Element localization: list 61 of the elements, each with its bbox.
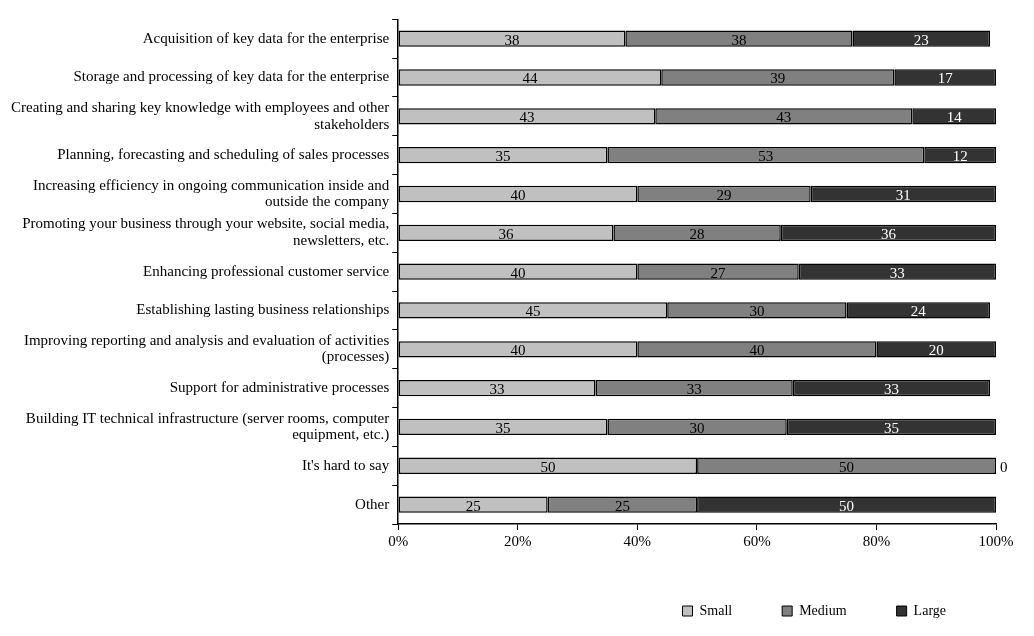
data-label: 36 [498,225,515,242]
data-label: 40 [749,342,765,359]
legend-label: Medium [799,602,847,618]
data-label: 0 [1000,458,1008,475]
data-label: 33 [883,381,899,398]
data-label: 20 [928,342,944,359]
data-label: 35 [495,419,511,436]
data-label: 25 [614,497,630,514]
data-label: 17 [937,70,954,87]
x-tick-label: 80% [862,532,891,549]
data-label: 28 [689,225,705,242]
x-tick-label: 20% [504,532,532,549]
legend-label: Small [699,602,733,618]
data-label: 33 [686,381,702,398]
data-label: 31 [895,186,911,203]
data-label: 40 [510,186,526,203]
y-tick-label: Promoting your business through your website, social media, newsletters, etc. [22,215,390,248]
y-tick-label: Increasing efficiency in ongoing communication inside and outside the company [32,176,390,210]
y-tick-label: Planning, forecasting and scheduling of sales processes [57,146,390,163]
y-tick-label: Creating and sharing key knowledge with employees and other stakeholders [11,99,390,132]
data-label: 50 [839,458,855,475]
data-label: 24 [910,303,927,320]
data-label: 38 [504,31,520,48]
data-label: 23 [913,31,929,48]
y-tick-label: Acquisition of key data for the enterprise [142,29,390,46]
data-label: 44 [522,70,538,87]
data-label: 45 [525,303,541,320]
data-label: 29 [716,186,732,203]
data-label: 30 [689,419,705,436]
data-label: 40 [510,342,526,359]
data-label: 43 [519,109,535,126]
data-label: 33 [489,381,505,398]
y-tick-label: Improving reporting and analysis and evaluation of activities (processes) [23,331,390,366]
y-tick-label: Storage and processing of key data for the enterprise [73,68,390,85]
data-label: 40 [510,264,526,281]
y-tick-label: It's hard to say [301,456,390,473]
data-label: 39 [770,70,786,87]
data-label: 35 [495,148,511,165]
data-label: 36 [880,225,897,242]
x-tick-label: 40% [623,532,652,549]
data-label: 50 [540,458,556,475]
legend-label: Large [913,602,946,618]
data-label: 27 [710,264,727,281]
x-tick-label: 0% [388,532,409,549]
y-tick-label: Other [355,495,390,512]
y-tick-label: Enhancing professional customer service [143,262,390,279]
data-label: 35 [883,419,899,436]
y-tick-label: Building IT technical infrastructure (server rooms, computer equipment, etc.) [25,409,390,444]
y-tick-label: Establishing lasting business relationships [136,301,390,318]
data-label: 43 [776,109,792,126]
data-label: 25 [465,497,481,514]
data-label: 12 [952,148,968,165]
data-label: 53 [758,148,774,165]
data-label: 50 [839,497,855,514]
data-label: 30 [749,303,765,320]
x-tick-label: 60% [743,532,771,549]
data-label: 33 [889,264,905,281]
data-label: 38 [731,31,747,48]
data-label: 14 [946,109,963,126]
x-tick-label: 100% [978,532,1014,549]
y-tick-label: Support for administrative processes [169,379,390,396]
